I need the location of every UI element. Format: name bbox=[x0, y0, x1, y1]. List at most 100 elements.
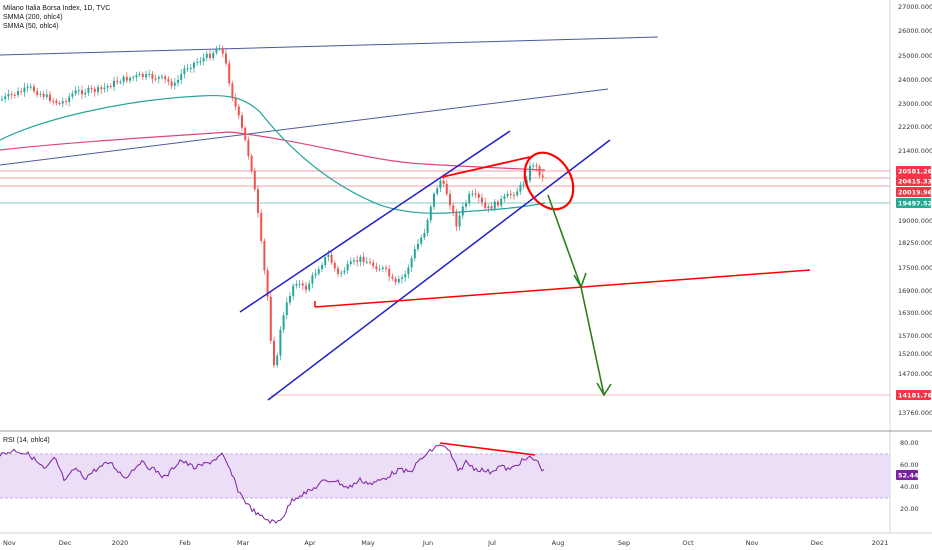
candle bbox=[90, 84, 93, 94]
projection-arrow-head-2 bbox=[596, 382, 612, 397]
candle bbox=[305, 281, 307, 294]
candle bbox=[493, 199, 496, 212]
candle bbox=[378, 264, 381, 272]
rsi-line[interactable] bbox=[0, 444, 545, 524]
candle bbox=[263, 238, 266, 275]
candle bbox=[52, 97, 55, 106]
rsi-axis-labels[interactable]: 80.00 60.00 40.00 20.00 52.44 bbox=[896, 439, 919, 513]
candle bbox=[81, 85, 83, 99]
support-trendline[interactable] bbox=[314, 269, 811, 308]
time-axis-labels[interactable]: Nov Dec 2020 Feb Mar Apr May Jun Jul Aug Sep Oct Nov… bbox=[3, 539, 888, 547]
price-tick-label: 27000.0000 bbox=[898, 3, 932, 11]
candle bbox=[359, 254, 362, 267]
candle bbox=[465, 200, 467, 211]
indicator-smma-200[interactable]: SMMA (200, ohlc4) bbox=[3, 14, 63, 21]
candle bbox=[109, 83, 112, 90]
candle bbox=[71, 90, 74, 100]
candle bbox=[42, 90, 45, 100]
price-badge: 20415.3344 bbox=[896, 176, 932, 186]
candle bbox=[36, 87, 39, 98]
symbol-title[interactable]: Milano Italia Borsa Index, 1D, TVC bbox=[3, 5, 111, 12]
price-tick-label: 25000.0000 bbox=[898, 52, 932, 60]
candle bbox=[356, 255, 359, 267]
projection-arrow-head-1 bbox=[573, 272, 587, 289]
svg-text:20019.9610: 20019.9610 bbox=[898, 189, 932, 197]
candle bbox=[45, 89, 48, 100]
time-tick-label: Dec bbox=[59, 539, 72, 547]
price-tick-label: 14700.0000 bbox=[898, 370, 932, 378]
divergence-rsi-line[interactable] bbox=[439, 442, 536, 456]
svg-text:14181.7631: 14181.7631 bbox=[898, 392, 932, 400]
price-badges: 20581.2636 20415.3344 20019.9610 19497.5287… bbox=[896, 166, 932, 400]
channel-lower-line[interactable] bbox=[267, 139, 611, 401]
channel-upper-line[interactable] bbox=[239, 130, 511, 313]
candle bbox=[122, 74, 125, 86]
candle bbox=[509, 189, 512, 199]
candle bbox=[138, 71, 141, 78]
candle bbox=[497, 199, 499, 208]
mid-trendline[interactable] bbox=[0, 88, 609, 166]
candle bbox=[132, 75, 135, 82]
candle bbox=[417, 239, 419, 252]
candle bbox=[186, 63, 189, 73]
top-trendline[interactable] bbox=[0, 36, 659, 56]
indicator-smma-50[interactable]: SMMA (50, ohlc4) bbox=[3, 23, 59, 30]
candle bbox=[369, 257, 371, 265]
candle bbox=[340, 270, 343, 278]
projection-arrow-segment-2[interactable] bbox=[580, 286, 605, 396]
candle bbox=[529, 162, 531, 184]
price-tick-label: 16900.0000 bbox=[898, 287, 932, 295]
candle bbox=[317, 265, 320, 276]
candle bbox=[33, 83, 35, 94]
smma-50-line[interactable] bbox=[0, 94, 546, 214]
candle bbox=[321, 262, 323, 272]
candle bbox=[55, 98, 58, 106]
candle bbox=[330, 251, 333, 266]
candle bbox=[381, 265, 384, 272]
time-tick-label: 2020 bbox=[112, 539, 129, 547]
candle bbox=[170, 77, 173, 90]
candle bbox=[260, 209, 263, 244]
candlestick-series[interactable] bbox=[1, 44, 544, 369]
candle bbox=[253, 167, 256, 192]
candle bbox=[177, 75, 179, 87]
candle bbox=[439, 177, 442, 192]
svg-text:20415.3344: 20415.3344 bbox=[898, 178, 932, 186]
rsi-legend[interactable]: RSI (14, ohlc4) bbox=[3, 437, 50, 444]
divergence-price-line[interactable] bbox=[441, 156, 531, 178]
price-axis-labels[interactable]: 27000.0000 26000.0000 25000.0000 24000.0000… bbox=[898, 3, 932, 417]
projection-arrow-segment-1[interactable] bbox=[547, 194, 582, 288]
candle bbox=[273, 336, 275, 369]
candle bbox=[285, 297, 288, 320]
candle bbox=[151, 70, 154, 84]
rsi-tick-label: 60.00 bbox=[900, 461, 919, 469]
candle bbox=[231, 80, 234, 102]
time-tick-label: Nov bbox=[746, 539, 759, 547]
candle bbox=[391, 273, 394, 281]
candle bbox=[145, 70, 147, 81]
candle bbox=[388, 265, 391, 282]
candle bbox=[522, 180, 525, 190]
candle bbox=[13, 92, 16, 99]
candle bbox=[538, 164, 541, 179]
candle bbox=[180, 69, 183, 85]
candle bbox=[164, 74, 167, 84]
candle bbox=[513, 191, 515, 200]
smma-200-line[interactable] bbox=[0, 131, 546, 171]
highlight-ellipse[interactable] bbox=[515, 144, 583, 218]
candle bbox=[193, 60, 195, 73]
candle bbox=[276, 352, 279, 368]
time-tick-label: Mar bbox=[237, 539, 250, 547]
price-badge: 20581.2636 bbox=[896, 166, 932, 176]
candle bbox=[84, 88, 87, 98]
price-tick-label: 26000.0000 bbox=[898, 27, 932, 35]
candle bbox=[189, 63, 192, 73]
candle bbox=[119, 79, 122, 85]
candle bbox=[93, 86, 96, 97]
candle bbox=[484, 197, 487, 211]
price-badge: 14181.7631 bbox=[896, 390, 932, 400]
candle bbox=[23, 82, 26, 97]
candle bbox=[205, 50, 208, 62]
candle bbox=[244, 125, 247, 143]
